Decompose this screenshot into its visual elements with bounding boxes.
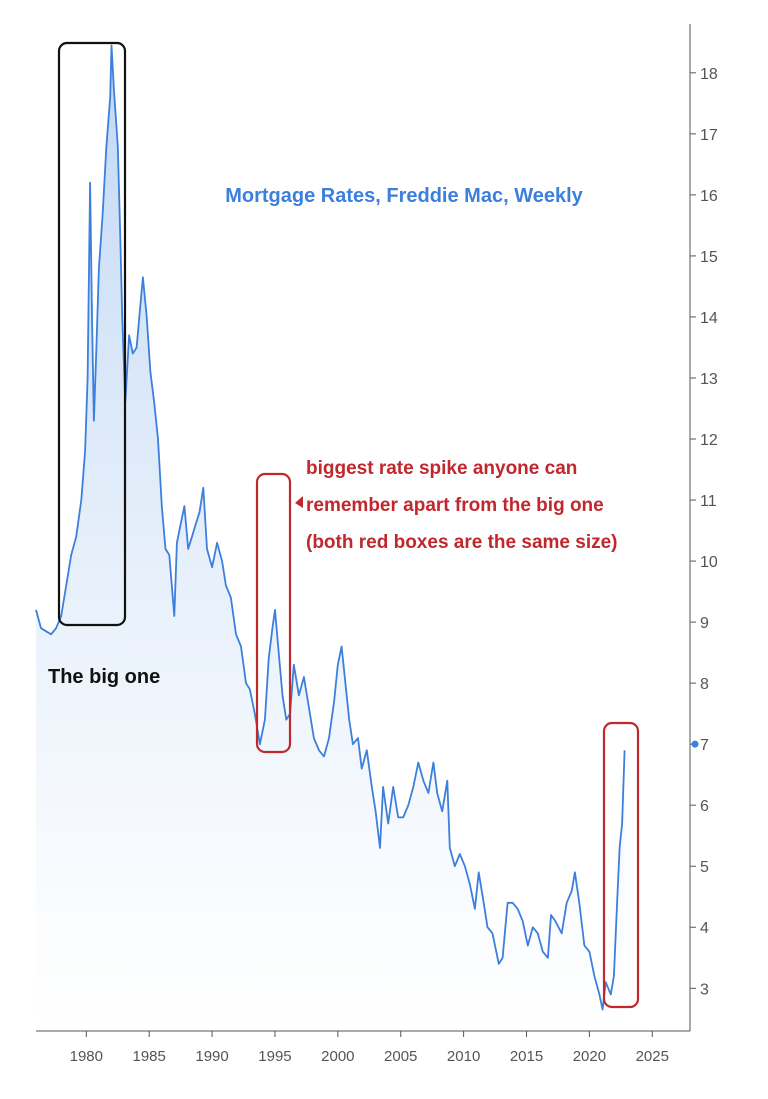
x-tick-label: 2020	[573, 1048, 606, 1065]
chart-title: Mortgage Rates, Freddie Mac, Weekly	[225, 185, 583, 207]
series-line-layer	[35, 44, 626, 1011]
series-area	[36, 45, 625, 1031]
x-tick-label: 2010	[447, 1048, 480, 1065]
y-tick-label: 4	[700, 920, 709, 937]
y-axis-ticks: 3 4 5 6 7 8 9 10 11 12 13 14 15 16 17 18	[690, 66, 718, 998]
y-tick-label: 7	[700, 737, 709, 754]
x-tick-label: 1985	[133, 1048, 166, 1065]
y-tick-label: 5	[700, 859, 709, 876]
x-tick-label: 1990	[195, 1048, 228, 1065]
x-tick-label: 1995	[258, 1048, 291, 1065]
spike-2022-box	[602, 721, 640, 1009]
y-tick-label: 8	[700, 676, 709, 693]
area-fill-layer	[36, 45, 625, 1031]
last-value-marker	[691, 740, 699, 748]
y-tick-label: 10	[700, 554, 718, 571]
y-tick-label: 3	[700, 981, 709, 998]
x-tick-label: 2015	[510, 1048, 543, 1065]
x-tick-label: 2000	[321, 1048, 354, 1065]
big-one-label: The big one	[48, 666, 160, 688]
spike-note-line2: remember apart from the big one	[306, 495, 604, 516]
spike-1994-box	[255, 472, 292, 754]
y-tick-label: 13	[700, 371, 718, 388]
x-tick-label: 2025	[636, 1048, 669, 1065]
series-line	[35, 44, 626, 1011]
x-tick-label: 1980	[70, 1048, 103, 1065]
y-tick-label: 9	[700, 615, 709, 632]
y-tick-label: 14	[700, 310, 718, 327]
y-tick-label: 18	[700, 66, 718, 83]
spike-note-arrowhead	[295, 496, 303, 508]
y-tick-label: 6	[700, 798, 709, 815]
x-axis-ticks: 1980 1985 1990 1995 2000 2005 2010 2015 2020 2025	[70, 1031, 669, 1065]
big-one-box	[57, 41, 127, 627]
y-tick-label: 15	[700, 249, 718, 266]
spike-note-line3: (both red boxes are the same size)	[306, 532, 618, 553]
y-tick-label: 11	[700, 493, 717, 510]
x-tick-label: 2005	[384, 1048, 417, 1065]
spike-note-line1: biggest rate spike anyone can	[306, 458, 577, 479]
y-tick-label: 12	[700, 432, 718, 449]
y-tick-label: 16	[700, 188, 718, 205]
y-tick-label: 17	[700, 127, 718, 144]
